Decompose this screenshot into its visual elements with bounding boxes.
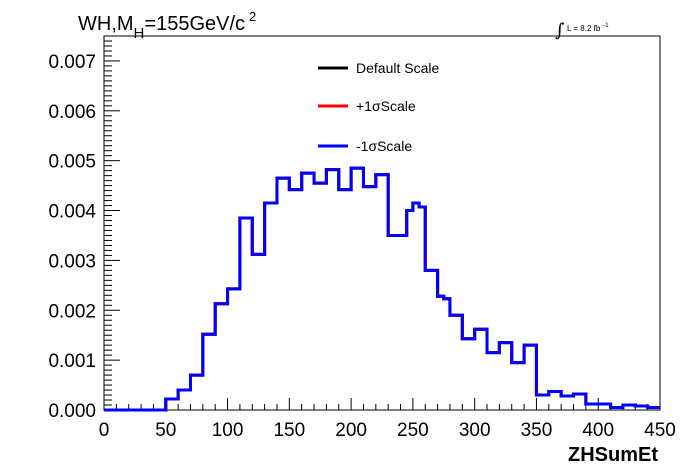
legend-label-0: Default Scale bbox=[356, 60, 439, 76]
series-line-1 bbox=[104, 166, 660, 412]
axes: 0 50 100 150 200 250 300 350 400 450 0.000 0.001 0.0… bbox=[48, 35, 676, 441]
legend: Default Scale +1σScale -1σScale bbox=[318, 60, 439, 154]
x-tick-label: 250 bbox=[397, 420, 429, 441]
y-tick-label: 0.001 bbox=[48, 351, 96, 372]
legend-label-1: +1σScale bbox=[356, 98, 416, 114]
x-tick-label: 200 bbox=[335, 420, 367, 441]
chart-title: WH,MH=155GeV/c 2 bbox=[78, 9, 256, 42]
x-tick-label: 450 bbox=[644, 420, 676, 441]
y-tick-label: 0.003 bbox=[48, 251, 96, 272]
series-line-0 bbox=[104, 166, 660, 412]
lumi-label: L = 8.2 fb -1 bbox=[567, 23, 609, 33]
lumi-text: L = 8.2 fb bbox=[567, 24, 601, 33]
x-tick-label: 50 bbox=[155, 420, 176, 441]
y-tick-label: 0.000 bbox=[48, 401, 96, 422]
legend-label-2: -1σScale bbox=[356, 138, 412, 154]
plot-frame bbox=[103, 35, 661, 411]
x-tick-label: 0 bbox=[99, 420, 110, 441]
title-value: =155GeV/c bbox=[144, 13, 245, 35]
x-axis-label: ZHSumEt bbox=[568, 444, 658, 466]
y-tick-label: 0.007 bbox=[48, 52, 96, 73]
y-tick-label: 0.006 bbox=[48, 102, 96, 123]
series-layer bbox=[104, 166, 660, 412]
x-tick-label: 350 bbox=[521, 420, 553, 441]
title-superscript: 2 bbox=[249, 9, 256, 24]
title-prefix: WH,M bbox=[78, 13, 134, 35]
x-tick-label: 150 bbox=[273, 420, 305, 441]
x-tick-label: 300 bbox=[459, 420, 491, 441]
series-line-2 bbox=[104, 166, 660, 412]
x-tick-label: 100 bbox=[212, 420, 244, 441]
title-subscript: H bbox=[134, 25, 145, 42]
y-tick-label: 0.005 bbox=[48, 152, 96, 173]
lumi-superscript: -1 bbox=[603, 23, 609, 29]
lumi-integral-symbol: ∫ bbox=[555, 20, 565, 41]
y-tick-label: 0.002 bbox=[48, 301, 96, 322]
y-tick-label: 0.004 bbox=[48, 202, 96, 223]
x-tick-label: 400 bbox=[582, 420, 614, 441]
